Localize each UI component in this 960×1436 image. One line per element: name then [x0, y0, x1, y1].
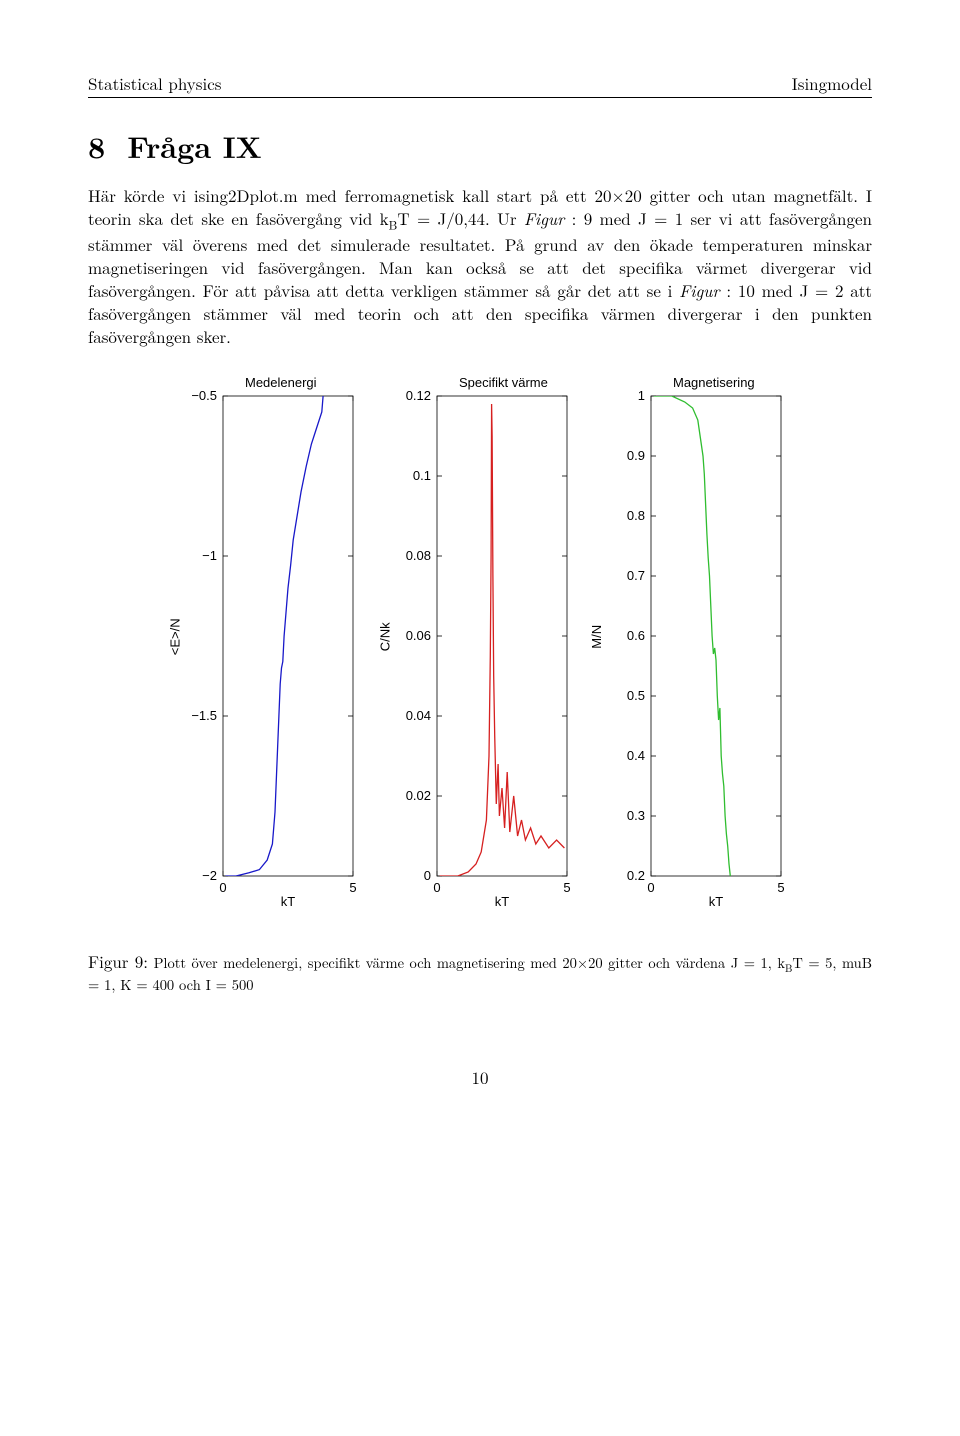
svg-text:0.06: 0.06	[406, 628, 431, 643]
svg-text:0: 0	[433, 880, 440, 895]
chart-ylabel: C/Nk	[377, 622, 395, 651]
svg-text:1: 1	[638, 388, 645, 403]
chart-title: Magnetisering	[673, 374, 755, 392]
header-left: Statistical physics	[88, 72, 221, 95]
page-number: 10	[88, 1066, 872, 1089]
svg-text:0.08: 0.08	[406, 548, 431, 563]
svg-text:0.2: 0.2	[627, 868, 645, 883]
chart-title: Specifikt värme	[459, 374, 548, 392]
chart-svg: 0.2 0.3 0.4 0.5 0.6 0.7 0.8 0.9 1 0 5 kT	[601, 378, 787, 910]
page-header: Statistical physics Isingmodel	[88, 72, 872, 98]
chart-title: Medelenergi	[245, 374, 317, 392]
section-title: 8 Fråga IX	[88, 126, 872, 167]
svg-text:0.8: 0.8	[627, 508, 645, 523]
figure-label: Figur 9:	[88, 949, 148, 973]
svg-text:kT: kT	[709, 894, 724, 909]
header-right: Isingmodel	[792, 72, 872, 95]
chart-0: Medelenergi<E>/N−2−1.5−1−0.505kT	[173, 378, 359, 910]
section-heading: Fråga IX	[127, 124, 262, 167]
svg-text:0.6: 0.6	[627, 628, 645, 643]
chart-1: Specifikt värmeC/Nk00.020.040.060.080.10…	[387, 378, 573, 910]
svg-text:0.1: 0.1	[413, 468, 431, 483]
svg-text:0.3: 0.3	[627, 808, 645, 823]
chart-svg: 0 0.02 0.04 0.06 0.08 0.1 0.12 0 5 kT	[387, 378, 573, 910]
svg-text:5: 5	[563, 880, 570, 895]
figure-caption-text: Plott över medelenergi, specifikt värme …	[88, 953, 872, 995]
figure-caption: Figur 9: Plott över medelenergi, specifi…	[88, 950, 872, 996]
svg-text:0.12: 0.12	[406, 388, 431, 403]
chart-2: MagnetiseringM/N0.20.30.40.50.60.70.80.9…	[601, 378, 787, 910]
svg-text:5: 5	[777, 880, 784, 895]
svg-text:0.9: 0.9	[627, 448, 645, 463]
svg-text:−0.5: −0.5	[191, 388, 217, 403]
figure-9-charts: Medelenergi<E>/N−2−1.5−1−0.505kTSpecifik…	[88, 378, 872, 910]
chart-ylabel: <E>/N	[167, 618, 185, 655]
body-paragraph: Här körde vi ising2Dplot.m med ferromagn…	[88, 184, 872, 348]
svg-text:0.04: 0.04	[406, 708, 431, 723]
svg-text:0.7: 0.7	[627, 568, 645, 583]
svg-text:−1.5: −1.5	[191, 708, 217, 723]
svg-text:0.5: 0.5	[627, 688, 645, 703]
svg-text:0: 0	[424, 868, 431, 883]
svg-text:−2: −2	[202, 868, 217, 883]
svg-text:5: 5	[349, 880, 356, 895]
svg-text:0: 0	[647, 880, 654, 895]
svg-text:0: 0	[219, 880, 226, 895]
section-number: 8	[88, 124, 105, 167]
svg-text:kT: kT	[281, 894, 296, 909]
svg-text:kT: kT	[495, 894, 510, 909]
svg-text:0.02: 0.02	[406, 788, 431, 803]
chart-svg: −2 −1.5 −1 −0.5 0 5 kT	[173, 378, 359, 910]
chart-ylabel: M/N	[588, 625, 606, 649]
svg-text:0.4: 0.4	[627, 748, 645, 763]
svg-text:−1: −1	[202, 548, 217, 563]
